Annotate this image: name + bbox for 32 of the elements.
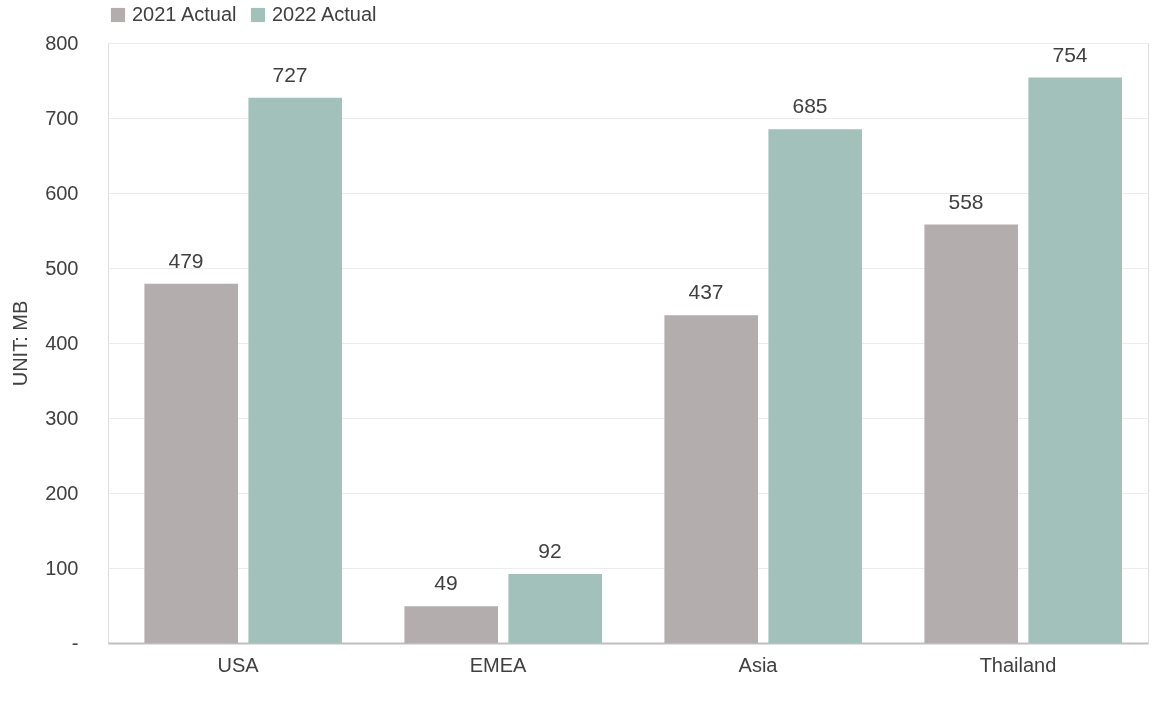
- y-tick-label: 800: [45, 31, 79, 54]
- bar: [404, 606, 498, 643]
- data-label: 49: [434, 571, 458, 595]
- y-tick-label: 200: [45, 481, 79, 504]
- y-tick-label: 600: [45, 181, 79, 204]
- data-label: 558: [948, 189, 984, 213]
- bar: [508, 574, 602, 643]
- y-tick-label: 100: [45, 556, 79, 579]
- data-label: 437: [688, 280, 724, 304]
- x-tick-label: USA: [217, 653, 260, 676]
- data-label: 754: [1052, 42, 1088, 66]
- y-tick-label: 400: [45, 331, 79, 354]
- bar: [144, 283, 238, 643]
- y-axis-title: UNIT: MB: [9, 300, 32, 387]
- legend-label: 2021 Actual: [132, 3, 237, 25]
- data-label: 685: [792, 94, 828, 118]
- y-tick-label: 300: [45, 406, 79, 429]
- x-tick-label: Thailand: [979, 653, 1057, 676]
- legend-label: 2022 Actual: [272, 3, 377, 25]
- data-label: 479: [168, 248, 204, 272]
- y-tick-label: -: [71, 631, 79, 654]
- data-label: 727: [272, 62, 308, 86]
- y-tick-label: 500: [45, 256, 79, 279]
- bar: [248, 97, 342, 643]
- bar: [924, 224, 1018, 643]
- y-tick-label: 700: [45, 106, 79, 129]
- x-tick-label: Asia: [738, 653, 779, 676]
- bar: [664, 315, 758, 643]
- bar: [1028, 77, 1122, 643]
- bar: [768, 129, 862, 643]
- data-label: 92: [538, 539, 562, 562]
- x-tick-label: EMEA: [469, 653, 527, 676]
